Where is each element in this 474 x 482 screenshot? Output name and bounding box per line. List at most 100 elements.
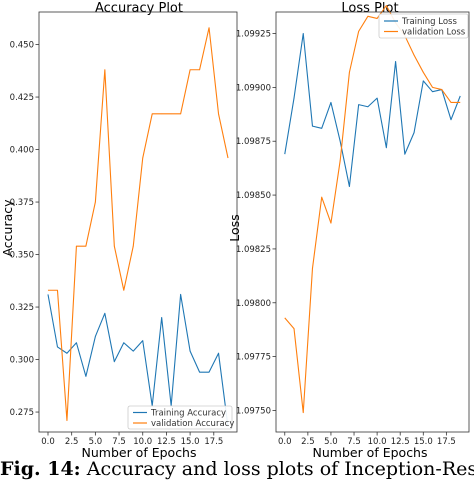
loss-data-point-training-loss — [302, 32, 304, 34]
loss-y-tick-label: 1.09850 — [236, 191, 271, 201]
figure-caption: Fig. 14: Accuracy and loss plots of Ince… — [0, 458, 474, 482]
accuracy-series-lines — [47, 27, 229, 427]
loss-y-tick-label: 1.09925 — [236, 30, 271, 40]
loss-y-axis-label: Loss — [227, 214, 242, 241]
loss-legend: Training Loss validation Loss — [378, 13, 469, 39]
accuracy-y-tick-label: 0.325 — [10, 303, 34, 313]
accuracy-data-point-validation-accuracy — [132, 245, 134, 247]
accuracy-x-tick-label: 5.0 — [89, 437, 103, 447]
accuracy-legend-label-training: Training Accuracy — [150, 409, 226, 419]
accuracy-data-point-training-accuracy — [179, 293, 181, 295]
loss-axis-ticks: 0.0 2.5 5.0 7.5 10.0 12.5 15.0 17.5 1.09750 1.097… — [236, 30, 456, 447]
accuracy-data-point-training-accuracy — [142, 339, 144, 341]
accuracy-data-point-training-accuracy — [75, 342, 77, 344]
accuracy-legend-box — [127, 405, 233, 430]
loss-data-point-validation-loss — [284, 317, 286, 319]
loss-data-point-validation-loss — [441, 88, 443, 90]
loss-data-point-validation-loss — [302, 411, 304, 413]
loss-data-point-validation-loss — [450, 101, 452, 103]
accuracy-axis-ticks: 0.0 2.5 5.0 7.5 10.0 12.5 15.0 17.5 0.275 0.300 0.… — [10, 41, 224, 447]
accuracy-plot: Accuracy Plot Number of Epochs Accuracy … — [0, 1, 238, 460]
accuracy-plot-title: Accuracy Plot — [95, 1, 183, 16]
loss-data-point-training-loss — [284, 153, 286, 155]
accuracy-y-tick-label: 0.400 — [10, 146, 34, 156]
loss-data-point-training-loss — [348, 185, 350, 187]
loss-data-point-training-loss — [330, 101, 332, 103]
accuracy-y-tick-label: 0.275 — [10, 408, 34, 418]
accuracy-data-point-validation-accuracy — [189, 69, 191, 71]
accuracy-x-tick-label: 12.5 — [157, 437, 176, 447]
accuracy-data-point-training-accuracy — [56, 346, 58, 348]
accuracy-data-point-validation-accuracy — [94, 201, 96, 203]
loss-data-point-validation-loss — [431, 86, 433, 88]
loss-data-point-training-loss — [431, 90, 433, 92]
accuracy-data-points — [47, 27, 229, 428]
loss-data-point-validation-loss — [459, 101, 461, 103]
accuracy-series-line-validation-accuracy — [48, 27, 229, 422]
accuracy-legend-label-validation: validation Accuracy — [151, 419, 234, 429]
accuracy-data-point-validation-accuracy — [56, 289, 58, 291]
accuracy-data-point-training-accuracy — [132, 350, 134, 352]
loss-y-tick-label: 1.09875 — [236, 137, 271, 147]
loss-series-line-validation-loss — [284, 4, 461, 414]
accuracy-x-tick-label: 2.5 — [65, 437, 79, 447]
accuracy-data-point-training-accuracy — [66, 352, 68, 354]
loss-plot-frame — [275, 11, 470, 433]
accuracy-data-point-training-accuracy — [123, 342, 125, 344]
accuracy-data-point-training-accuracy — [47, 293, 49, 295]
loss-data-point-validation-loss — [413, 54, 415, 56]
accuracy-data-point-validation-accuracy — [113, 245, 115, 247]
accuracy-x-tick-label: 17.5 — [204, 437, 223, 447]
accuracy-data-point-validation-accuracy — [198, 69, 200, 71]
accuracy-data-point-training-accuracy — [208, 371, 210, 373]
accuracy-data-point-validation-accuracy — [227, 157, 229, 159]
accuracy-y-tick-label: 0.300 — [10, 356, 34, 366]
accuracy-x-axis-label: Number of Epochs — [82, 445, 197, 460]
accuracy-y-tick-label: 0.375 — [10, 198, 34, 208]
loss-data-point-training-loss — [293, 97, 295, 99]
loss-data-point-validation-loss — [311, 267, 313, 269]
accuracy-data-point-validation-accuracy — [104, 69, 106, 71]
loss-x-axis-label: Number of Epochs — [313, 445, 428, 460]
loss-data-point-training-loss — [450, 118, 452, 120]
accuracy-data-point-training-accuracy — [104, 312, 106, 314]
accuracy-data-point-training-accuracy — [160, 316, 162, 318]
loss-y-tick-label: 1.09750 — [236, 406, 271, 416]
loss-y-tick-label: 1.09900 — [236, 83, 271, 93]
accuracy-series-line-training-accuracy — [47, 293, 229, 427]
loss-data-point-validation-loss — [385, 4, 387, 6]
loss-series-lines — [284, 4, 461, 414]
accuracy-data-point-validation-accuracy — [151, 113, 153, 115]
accuracy-y-tick-label: 0.425 — [10, 93, 34, 103]
loss-data-point-training-loss — [357, 103, 359, 105]
loss-data-points — [284, 4, 462, 413]
accuracy-y-tick-label: 0.450 — [10, 41, 34, 51]
accuracy-data-point-validation-accuracy — [208, 27, 210, 29]
accuracy-plot-frame — [38, 11, 238, 433]
loss-x-tick-label: 2.5 — [301, 437, 315, 447]
loss-data-point-training-loss — [376, 97, 378, 99]
loss-data-point-validation-loss — [357, 30, 359, 32]
accuracy-data-point-validation-accuracy — [66, 419, 68, 421]
loss-data-point-validation-loss — [330, 222, 332, 224]
loss-data-point-training-loss — [339, 140, 341, 142]
loss-x-tick-label: 7.5 — [347, 437, 361, 447]
loss-plot: Loss Plot Number of Epochs Loss 0.0 2.5 5.… — [227, 1, 470, 460]
accuracy-data-point-training-accuracy — [217, 352, 219, 354]
loss-legend-box — [378, 13, 469, 39]
caption-label: Fig. 14: — [0, 458, 81, 480]
accuracy-data-point-training-accuracy — [189, 350, 191, 352]
loss-legend-label-training: Training Loss — [401, 17, 457, 27]
accuracy-legend: Training Accuracy validation Accuracy — [127, 405, 234, 430]
accuracy-data-point-validation-accuracy — [123, 289, 125, 291]
accuracy-data-point-validation-accuracy — [85, 245, 87, 247]
loss-x-tick-label: 10.0 — [368, 437, 387, 447]
loss-data-point-training-loss — [311, 125, 313, 127]
accuracy-data-point-validation-accuracy — [75, 245, 77, 247]
loss-x-tick-label: 0.0 — [278, 437, 292, 447]
accuracy-data-point-validation-accuracy — [160, 113, 162, 115]
accuracy-data-point-training-accuracy — [85, 375, 87, 377]
loss-data-point-training-loss — [459, 95, 461, 97]
loss-data-point-validation-loss — [422, 71, 424, 73]
accuracy-y-axis-label: Accuracy — [0, 199, 15, 257]
